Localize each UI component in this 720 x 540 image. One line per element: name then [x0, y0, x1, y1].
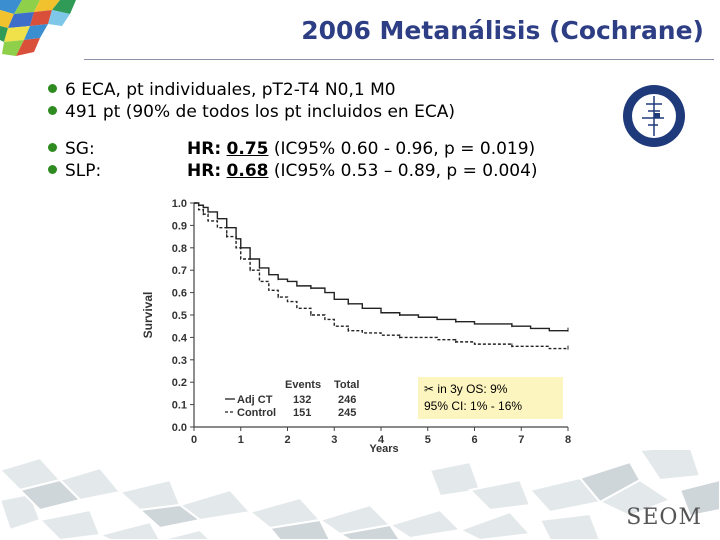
bullet-item: 491 pt (90% de todos los pt incluidos en… [48, 102, 455, 122]
y-tick-label: 0.0 [172, 422, 187, 434]
bullet-item: SLP: [48, 161, 101, 181]
x-tick-label: 4 [378, 434, 385, 446]
seom-logo: SEOM [626, 505, 702, 530]
x-tick-label: 7 [518, 434, 524, 446]
x-tick-label: 5 [425, 434, 431, 446]
bullet-item: SG: [48, 139, 95, 159]
x-tick-label: 3 [331, 434, 337, 446]
annotation-line2: 95% CI: 1% - 16% [424, 399, 523, 413]
y-tick-label: 0.3 [172, 355, 187, 367]
mosaic-logo [0, 0, 76, 56]
y-tick-label: 1.0 [172, 198, 187, 210]
y-tick-label: 0.7 [172, 265, 187, 277]
annotation-line1: in 3y OS: 9% [437, 382, 508, 396]
bullet-dot-icon [48, 165, 57, 174]
legend-header-total: Total [334, 379, 359, 391]
chart-legend: Events Total Adj CT 132 246 Control 151 … [225, 379, 359, 419]
bullet-text: SLP: [65, 161, 102, 181]
hr-value: 0.75 [226, 139, 269, 159]
bullet-text: SG: [65, 139, 95, 159]
y-tick-label: 0.2 [172, 377, 187, 389]
bullet-dot-icon [48, 106, 57, 115]
hr-label: HR: [187, 161, 222, 181]
bottom-mosaic-decoration [0, 450, 720, 540]
legend-events-adj-ct: 132 [293, 394, 311, 406]
series-adj-ct [194, 202, 568, 332]
x-tick-label: 2 [284, 434, 290, 446]
y-axis-label: Survival [141, 292, 155, 339]
legend-series-adj-ct: Adj CT [237, 394, 273, 406]
bullet-text: 491 pt (90% de todos los pt incluidos en… [65, 102, 455, 122]
y-tick-label: 0.9 [172, 220, 187, 232]
survival-curves [194, 202, 569, 350]
x-tick-label: 1 [238, 434, 244, 446]
legend-events-control: 151 [293, 407, 311, 419]
hr-row-os: HR: 0.75 (IC95% 0.60 - 0.96, p = 0.019) [187, 139, 535, 159]
y-tick-labels: 0.0 0.1 0.2 0.3 0.4 0.5 0.6 0.7 0.8 0.9 1.0 [172, 198, 194, 434]
bullet-dot-icon [48, 84, 57, 93]
scissors-icon: ✂ [424, 382, 435, 396]
title-divider [84, 59, 714, 60]
slide-title: 2006 Metanálisis (Cochrane) [301, 16, 704, 45]
y-tick-label: 0.1 [172, 400, 187, 412]
annotation-box: ✂ in 3y OS: 9% 95% CI: 1% - 16% [418, 377, 563, 419]
y-tick-label: 0.8 [172, 243, 187, 255]
hr-detail: (IC95% 0.60 - 0.96, p = 0.019) [273, 139, 536, 159]
x-axis-label: Years [369, 443, 398, 455]
y-tick-label: 0.4 [172, 332, 188, 344]
hr-label: HR: [187, 139, 222, 159]
bullet-dot-icon [48, 143, 57, 152]
hr-detail: (IC95% 0.53 – 0.89, p = 0.004) [273, 161, 538, 181]
x-tick-label: 6 [471, 434, 477, 446]
hr-value: 0.68 [226, 161, 269, 181]
legend-series-control: Control [237, 407, 276, 419]
y-tick-label: 0.6 [172, 288, 187, 300]
x-tick-label: 8 [565, 434, 571, 446]
cochrane-logo [623, 85, 685, 147]
x-tick-label: 0 [191, 434, 197, 446]
legend-header-events: Events [285, 379, 321, 391]
survival-chart: 0.0 0.1 0.2 0.3 0.4 0.5 0.6 0.7 0.8 0.9 1.0 0 1 2 3 4 5… [141, 198, 571, 455]
legend-total-control: 245 [338, 407, 356, 419]
x-tick-labels: 0 1 2 3 4 5 6 7 8 [191, 427, 571, 446]
hr-row-dfs: HR: 0.68 (IC95% 0.53 – 0.89, p = 0.004) [187, 161, 538, 181]
bullet-text: 6 ECA, pt individuales, pT2-T4 N0,1 M0 [65, 80, 396, 100]
y-tick-label: 0.5 [172, 310, 187, 322]
bullet-item: 6 ECA, pt individuales, pT2-T4 N0,1 M0 [48, 80, 396, 100]
legend-total-adj-ct: 246 [338, 394, 356, 406]
